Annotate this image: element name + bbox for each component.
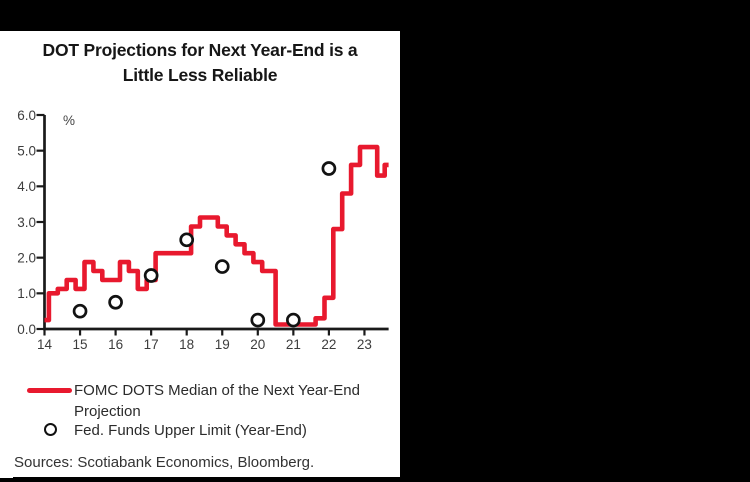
legend-label-fed-funds: Fed. Funds Upper Limit (Year-End) [74,422,307,439]
legend-label-fomc-dots: FOMC DOTS Median of the Next Year-End Pr… [74,382,360,420]
fomc-dots-line-swatch [27,388,72,393]
chart-title: DOT Projections for Next Year-End is a L… [0,38,400,88]
sources-note: Sources: Scotiabank Economics, Bloomberg… [14,454,315,471]
fed-funds-circle-swatch [44,423,57,436]
chart-title-line2: Little Less Reliable [122,65,278,85]
bottom-border [13,477,400,482]
chart-title-line1: DOT Projections for Next Year-End is a [42,40,358,60]
y-axis-unit-label: % [63,113,76,128]
